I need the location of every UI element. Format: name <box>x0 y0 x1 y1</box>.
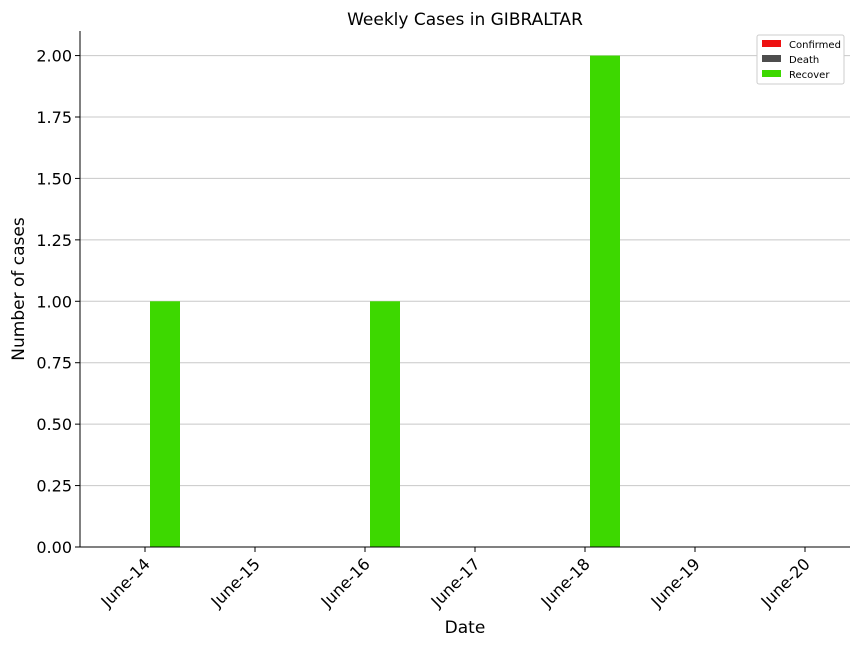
x-axis-label: Date <box>445 618 486 638</box>
y-axis-ticks: 0.00 0.25 0.50 0.75 1.00 1.25 1.50 1.75 2.00 <box>36 47 80 557</box>
grid-lines <box>80 55 850 487</box>
legend-swatch-recover <box>762 70 781 77</box>
x-tick-label: June-14 <box>97 554 154 611</box>
legend-swatch-death <box>762 55 781 62</box>
x-tick-label: June-20 <box>757 554 814 611</box>
bar-recover <box>150 301 180 547</box>
legend-swatch-confirmed <box>762 40 781 47</box>
x-tick-label: June-19 <box>647 554 704 611</box>
y-tick-label: 0.75 <box>36 354 72 373</box>
x-axis-ticks: June-14 June-15 June-16 June-17 June-18 June-… <box>97 547 814 612</box>
x-tick-label: June-15 <box>207 554 264 611</box>
y-axis-label: Number of cases <box>9 217 29 361</box>
y-tick-label: 1.00 <box>36 292 72 311</box>
x-tick-label: June-16 <box>317 554 374 611</box>
y-tick-label: 0.00 <box>36 538 72 557</box>
bar-recover <box>590 55 620 547</box>
y-tick-label: 1.50 <box>36 169 72 188</box>
y-tick-label: 1.25 <box>36 231 72 250</box>
bar-recover <box>370 301 400 547</box>
y-tick-label: 0.25 <box>36 477 72 496</box>
x-tick-label: June-18 <box>537 554 594 611</box>
x-tick-label: June-17 <box>427 554 484 611</box>
y-tick-label: 0.50 <box>36 415 72 434</box>
y-tick-label: 1.75 <box>36 108 72 127</box>
legend: Confirmed Death Recover <box>756 34 845 85</box>
legend-label-confirmed: Confirmed <box>789 40 841 51</box>
chart-title: Weekly Cases in GIBRALTAR <box>347 10 583 30</box>
legend-label-death: Death <box>789 55 819 66</box>
bars <box>150 55 620 547</box>
y-tick-label: 2.00 <box>36 47 72 66</box>
legend-label-recover: Recover <box>789 70 830 81</box>
